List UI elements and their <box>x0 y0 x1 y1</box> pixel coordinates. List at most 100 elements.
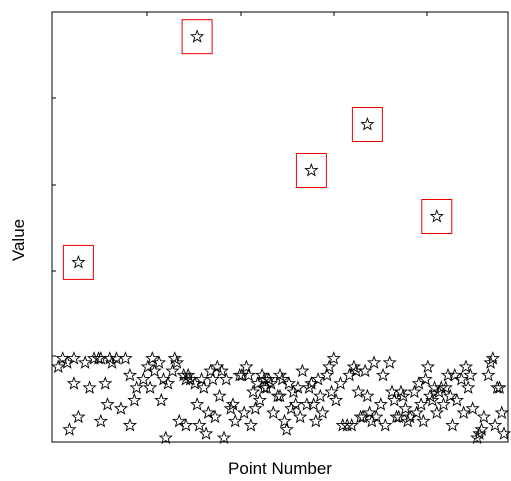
data-point-63 <box>237 405 252 419</box>
data-point-46 <box>194 371 209 386</box>
data-point-121 <box>375 367 391 382</box>
data-point-76 <box>263 376 279 390</box>
data-point-64 <box>239 359 254 374</box>
data-point-28 <box>147 363 162 378</box>
data-point-68 <box>248 401 263 415</box>
data-point-60 <box>228 413 243 428</box>
data-point-43 <box>187 376 203 390</box>
data-point-45 <box>192 417 207 432</box>
highlighted-star-0 <box>71 254 86 269</box>
data-point-103 <box>328 392 344 407</box>
data-point-8 <box>82 380 97 394</box>
data-point-149 <box>443 388 458 403</box>
data-point-32 <box>158 430 173 445</box>
data-point-37 <box>172 413 187 428</box>
data-points <box>51 351 511 445</box>
data-point-160 <box>472 426 487 440</box>
data-point-90 <box>295 363 310 378</box>
data-point-132 <box>402 409 418 424</box>
data-point-66 <box>243 417 259 432</box>
data-point-57 <box>219 371 234 386</box>
data-point-81 <box>275 371 290 386</box>
data-point-35 <box>167 351 182 365</box>
data-point-73 <box>257 371 272 386</box>
data-point-128 <box>393 384 409 399</box>
data-point-133 <box>407 384 422 399</box>
data-point-24 <box>136 371 151 386</box>
data-point-55 <box>214 363 229 378</box>
data-point-151 <box>447 367 462 382</box>
data-point-91 <box>299 397 315 411</box>
data-point-99 <box>319 367 335 382</box>
data-point-107 <box>342 367 357 382</box>
highlight-box-3 <box>351 107 383 142</box>
data-point-115 <box>360 388 375 403</box>
data-point-26 <box>142 380 158 394</box>
data-point-120 <box>373 397 388 411</box>
data-point-23 <box>129 380 144 394</box>
data-point-122 <box>378 417 393 432</box>
data-point-14 <box>100 397 115 411</box>
data-point-89 <box>293 409 308 424</box>
data-point-47 <box>196 380 211 394</box>
data-point-166 <box>487 417 503 432</box>
data-point-49 <box>201 405 216 419</box>
highlight-box-2 <box>295 153 327 188</box>
data-point-157 <box>463 367 478 382</box>
data-point-113 <box>355 409 371 424</box>
y-axis-label: Value <box>9 219 28 261</box>
data-point-65 <box>241 367 256 382</box>
data-point-109 <box>346 359 362 374</box>
data-point-88 <box>290 380 306 394</box>
data-point-70 <box>252 392 267 407</box>
data-point-139 <box>420 359 435 374</box>
data-point-148 <box>440 367 456 382</box>
data-point-95 <box>308 413 323 428</box>
highlighted-point-2 <box>295 153 327 188</box>
data-point-116 <box>362 405 377 419</box>
data-point-137 <box>416 413 431 428</box>
data-point-75 <box>261 371 276 386</box>
data-point-131 <box>400 413 415 428</box>
highlighted-point-4 <box>421 199 453 234</box>
data-point-153 <box>454 371 469 386</box>
data-point-127 <box>391 409 406 424</box>
plot-frame <box>51 11 509 443</box>
data-point-79 <box>272 367 288 382</box>
data-point-138 <box>418 371 433 386</box>
data-point-18 <box>113 401 129 415</box>
highlighted-points <box>62 19 453 280</box>
data-point-100 <box>322 359 337 374</box>
data-point-155 <box>458 359 474 374</box>
data-point-97 <box>313 388 328 403</box>
data-point-145 <box>434 380 449 394</box>
data-point-50 <box>203 363 218 378</box>
highlight-box-4 <box>421 199 453 234</box>
data-point-67 <box>245 384 261 399</box>
data-point-101 <box>324 384 339 399</box>
data-point-92 <box>301 380 317 394</box>
highlight-box-1 <box>181 19 213 55</box>
data-point-33 <box>160 376 176 390</box>
data-point-119 <box>369 409 384 424</box>
data-point-38 <box>176 367 191 382</box>
data-point-93 <box>304 376 319 390</box>
data-point-168 <box>492 380 507 394</box>
data-point-159 <box>469 430 485 445</box>
data-point-22 <box>127 392 142 407</box>
data-point-83 <box>279 422 294 436</box>
highlighted-point-1 <box>181 19 213 55</box>
highlighted-star-1 <box>189 29 205 43</box>
data-point-111 <box>351 384 366 399</box>
data-point-141 <box>425 392 440 407</box>
data-point-114 <box>357 363 373 378</box>
data-point-13 <box>98 376 113 390</box>
data-point-164 <box>483 355 498 369</box>
data-point-69 <box>250 376 265 390</box>
data-point-58 <box>223 401 238 415</box>
data-point-25 <box>140 359 155 374</box>
data-point-170 <box>496 426 511 440</box>
data-point-39 <box>178 371 194 386</box>
data-point-20 <box>122 417 138 432</box>
